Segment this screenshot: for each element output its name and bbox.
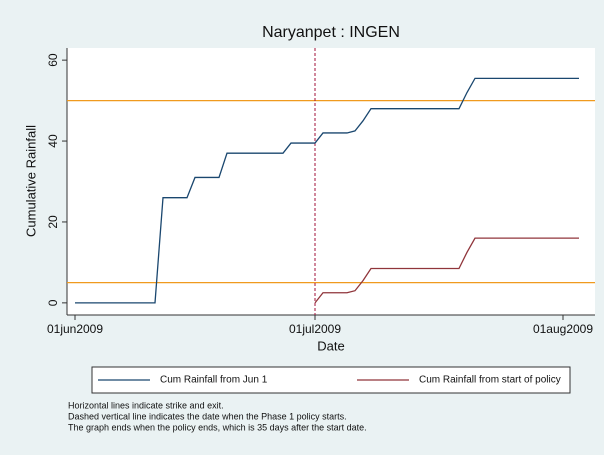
legend <box>91 366 571 394</box>
series-line <box>314 237 579 304</box>
y-tick-label: 0 <box>46 299 60 306</box>
chart-title: Naryanpet : INGEN <box>262 24 400 41</box>
y-axis-label: Cumulative Rainfall <box>23 125 38 237</box>
note: Dashed vertical line indicates the date … <box>68 411 347 421</box>
note: The graph ends when the policy ends, whi… <box>68 422 367 432</box>
x-tick-label: 01jul2009 <box>289 322 341 336</box>
plot-area <box>67 48 595 315</box>
legend-label: Cum Rainfall from start of policy <box>419 375 561 386</box>
x-axis-label: Date <box>317 338 344 353</box>
y-tick-label: 60 <box>46 53 60 67</box>
y-tick-label: 40 <box>46 134 60 148</box>
x-tick-label: 01jun2009 <box>47 322 103 336</box>
legend-label: Cum Rainfall from Jun 1 <box>160 375 268 386</box>
y-tick-label: 20 <box>46 215 60 229</box>
note: Horizontal lines indicate strike and exi… <box>68 400 224 410</box>
x-tick-label: 01aug2009 <box>533 322 593 336</box>
series-line <box>75 77 579 304</box>
